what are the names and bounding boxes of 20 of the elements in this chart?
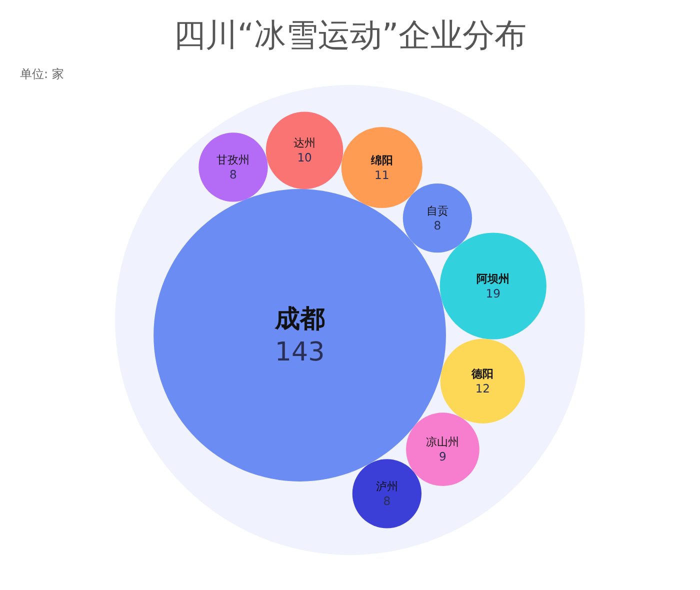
category-label: 德阳 bbox=[470, 367, 494, 380]
data-label: 19 bbox=[486, 286, 500, 300]
data-label: 12 bbox=[475, 381, 490, 396]
category-label: 甘孜州 bbox=[216, 153, 250, 166]
category-label: 凉山州 bbox=[426, 436, 460, 449]
text: 单位: 家 bbox=[20, 66, 64, 83]
data-label: 8 bbox=[230, 167, 237, 182]
category-label: 绵阳 bbox=[370, 154, 393, 167]
data-label: 9 bbox=[439, 450, 446, 464]
category-label: 达州 bbox=[294, 136, 316, 150]
category-label: 自贡 bbox=[426, 204, 448, 218]
data-label: 10 bbox=[297, 150, 312, 165]
category-label: 阿坝州 bbox=[476, 272, 510, 286]
data-label: 143 bbox=[274, 338, 325, 368]
category-label: 泸州 bbox=[376, 480, 398, 493]
data-label: 11 bbox=[374, 168, 390, 182]
category-label: 成都 bbox=[274, 304, 325, 333]
text: 四川“冰雪运动”企业分布 bbox=[172, 15, 528, 56]
data-label: 8 bbox=[383, 494, 391, 508]
data-label: 8 bbox=[434, 218, 442, 232]
